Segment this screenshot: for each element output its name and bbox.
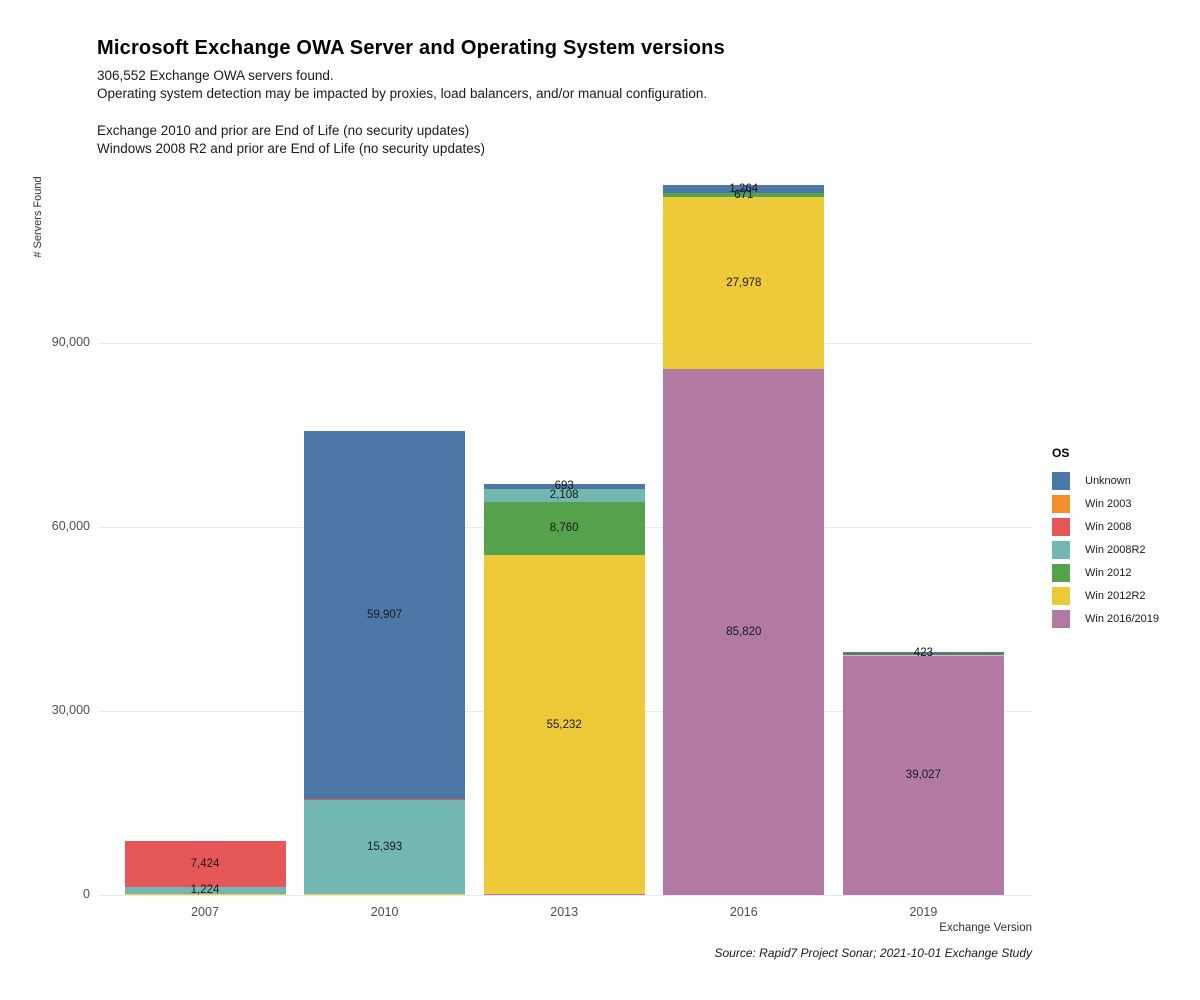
legend-label-unknown: Unknown <box>1085 474 1131 487</box>
legend-label-win-2012r2: Win 2012R2 <box>1085 589 1146 602</box>
gridline-0 <box>98 894 1032 896</box>
legend-label-win-2012: Win 2012 <box>1085 566 1132 579</box>
bar-segment-2007-win-2012r2 <box>124 894 286 895</box>
bar-segment-2016-win-2016-2019 <box>663 368 825 895</box>
bar-segment-2013-win-2016-2019 <box>483 894 645 895</box>
legend-title: OS <box>1052 446 1070 460</box>
bar-segment-2019-win-2012r2 <box>842 654 1004 656</box>
legend-swatch-unknown <box>1052 471 1070 490</box>
chart-title: Microsoft Exchange OWA Server and Operat… <box>97 37 725 59</box>
x-tick-label-2007: 2007 <box>191 905 219 919</box>
bar-value-label-2019-unknown: 423 <box>913 647 933 660</box>
bar-value-label-2019-win-2016-2019: 39,027 <box>905 769 941 782</box>
x-tick-label-2016: 2016 <box>729 905 758 919</box>
bar-segment-2016-win-2012 <box>663 192 825 198</box>
bar-segment-2010-unknown <box>304 431 466 799</box>
legend-item-unknown: Unknown <box>1052 469 1159 492</box>
legend-swatch-win-2003 <box>1052 494 1070 513</box>
bar-segment-2013-win-2012r2 <box>483 555 645 894</box>
bar-value-label-2013-unknown: 693 <box>554 480 574 493</box>
bar-segment-2013-win-2012 <box>483 501 645 556</box>
x-tick-label-2010: 2010 <box>370 905 399 919</box>
bar-value-label-2016-win-2012: 671 <box>734 188 754 201</box>
chart-subtitle-servers-found: 306,552 Exchange OWA servers found. <box>97 68 334 83</box>
bar-value-label-2013-win-2012: 8,760 <box>549 522 579 535</box>
legend-item-win-2012: Win 2012 <box>1052 561 1159 584</box>
y-tick-label: 90,000 <box>51 335 90 349</box>
legend: OS Unknown Win 2003 Win 2008 Win 2008R2 Win … <box>1052 446 1159 630</box>
legend-label-win-2003: Win 2003 <box>1085 497 1132 510</box>
x-tick-label-2013: 2013 <box>550 905 579 919</box>
bar-segment-2007-win-2008 <box>124 840 286 887</box>
legend-swatch-win-2008r2 <box>1052 540 1070 559</box>
legend-item-win-2003: Win 2003 <box>1052 492 1159 515</box>
source-note: Source: Rapid7 Project Sonar; 2021-10-01… <box>714 946 1032 960</box>
bar-segment-2010-win-2012r2 <box>304 894 466 895</box>
bar-segment-2013-win-2008r2 <box>483 488 645 502</box>
legend-item-win-2016-2019: Win 2016/2019 <box>1052 607 1159 630</box>
x-axis-title: Exchange Version <box>939 922 1032 934</box>
bar-segment-2016-win-2012r2 <box>663 197 825 369</box>
bar-segment-2013-unknown <box>483 484 645 489</box>
bar-value-label-2016-win-2012r2: 27,978 <box>726 276 762 289</box>
bar-value-label-2016-win-2016-2019: 85,820 <box>726 625 762 638</box>
y-axis-title: # Servers Found <box>32 176 44 258</box>
legend-swatch-win-2008 <box>1052 517 1070 536</box>
y-tick-label: 30,000 <box>51 703 90 717</box>
legend-swatch-win-2012 <box>1052 563 1070 582</box>
gridline-90000 <box>98 342 1032 344</box>
bar-segment-2019-unknown <box>842 652 1004 655</box>
bar-segment-2019-win-2016-2019 <box>842 655 1004 895</box>
legend-label-win-2008: Win 2008 <box>1085 520 1132 533</box>
bar-segment-2010-win-2008 <box>304 798 466 800</box>
bar-value-label-2010-unknown: 59,907 <box>367 608 403 621</box>
bar-value-label-2007-win-2008: 7,424 <box>190 857 220 870</box>
bar-value-label-2010-win-2008r2: 15,393 <box>367 840 403 853</box>
eol-note-windows: Windows 2008 R2 and prior are End of Lif… <box>97 141 485 156</box>
legend-label-win-2008r2: Win 2008R2 <box>1085 543 1146 556</box>
eol-note-exchange: Exchange 2010 and prior are End of Life … <box>97 123 470 138</box>
legend-label-win-2016-2019: Win 2016/2019 <box>1085 612 1159 625</box>
bar-value-label-2007-win-2008r2: 1,224 <box>190 884 220 897</box>
legend-swatch-win-2012r2 <box>1052 586 1070 605</box>
bar-segment-2010-win-2008r2 <box>304 799 466 894</box>
y-tick-label: 0 <box>83 887 90 901</box>
plot-area: 1,224 7,424 15,393 59,907 55,232 8,760 2,108 69… <box>98 180 1032 897</box>
legend-swatch-win-2016-2019 <box>1052 609 1070 628</box>
legend-item-win-2008r2: Win 2008R2 <box>1052 538 1159 561</box>
bar-segment-2007-win-2008r2 <box>124 886 286 894</box>
legend-item-win-2012r2: Win 2012R2 <box>1052 584 1159 607</box>
bar-value-label-2013-win-2008r2: 2,108 <box>549 489 579 502</box>
x-tick-label-2019: 2019 <box>909 905 938 919</box>
bar-value-label-2013-win-2012r2: 55,232 <box>546 718 582 731</box>
chart-subtitle-detection-caveat: Operating system detection may be impact… <box>97 86 708 101</box>
bar-value-label-2016-unknown: 1,264 <box>729 183 759 196</box>
y-tick-label: 60,000 <box>51 519 90 533</box>
bar-segment-2016-unknown <box>663 185 825 193</box>
legend-item-win-2008: Win 2008 <box>1052 515 1159 538</box>
